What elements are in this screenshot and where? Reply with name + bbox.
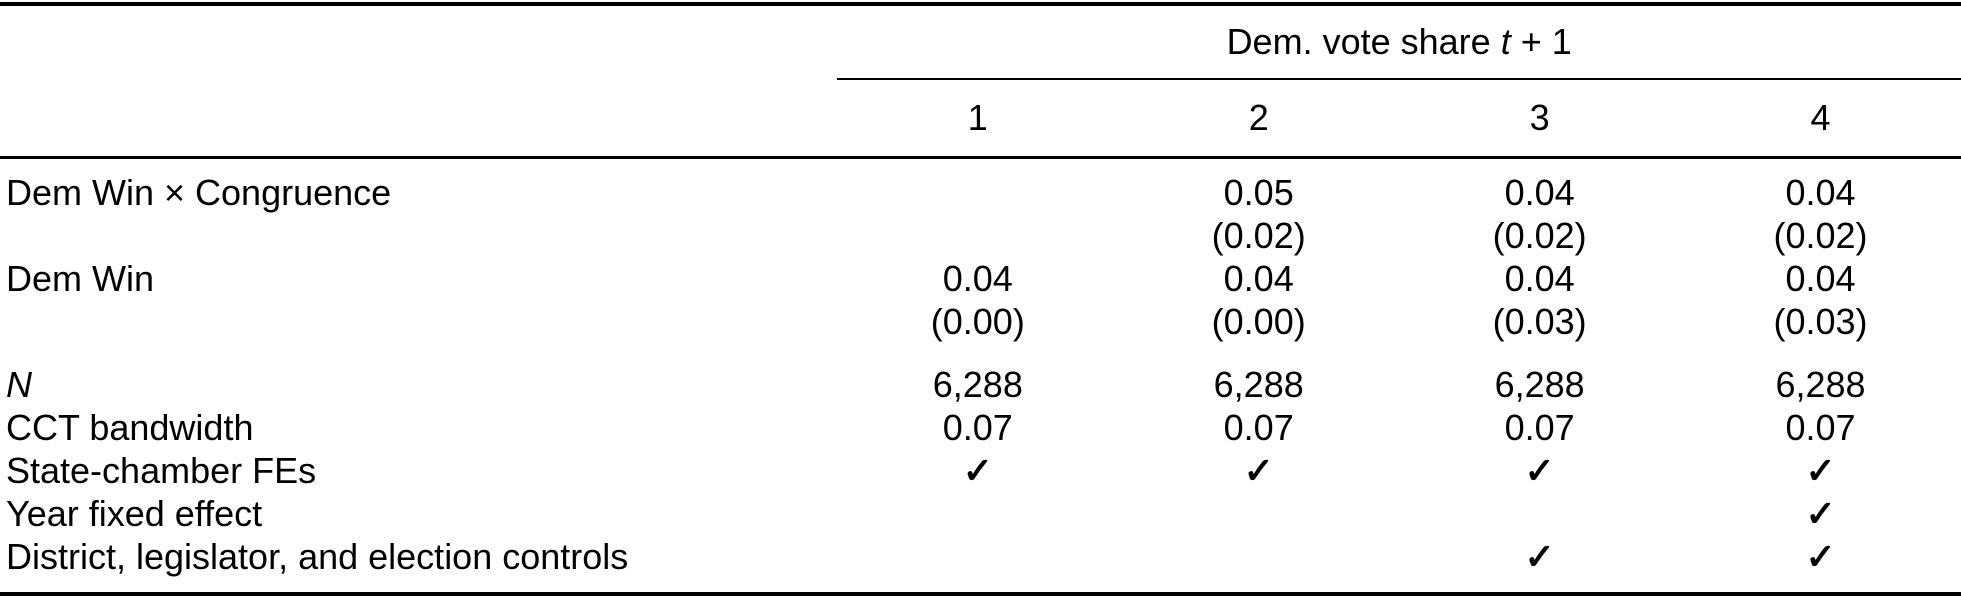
row-state-chamber-fes: State-chamber FEs ✓ ✓ ✓ ✓ — [0, 449, 1961, 492]
coef-cell: 0.04 — [1223, 258, 1294, 299]
se-cell: (0.02) — [1211, 215, 1306, 256]
se-cell: (0.00) — [1211, 301, 1306, 342]
spanner-empty-cell — [0, 4, 837, 79]
spanner-row: Dem. vote share t + 1 — [0, 4, 1961, 80]
coef-cell — [837, 158, 1118, 215]
row-n-observations: N 6,288 6,288 6,288 6,288 — [0, 363, 1961, 406]
checkmark-cell: ✓ — [1524, 450, 1555, 491]
dependent-variable-header: Dem. vote share t + 1 — [837, 4, 1961, 80]
checkmark-cell: ✓ — [1805, 493, 1836, 534]
stat-cell: 6,288 — [1775, 364, 1866, 405]
spanner-time-subscript: t — [1500, 21, 1511, 62]
se-cell: (0.00) — [930, 301, 1025, 342]
stat-cell: 6,288 — [1494, 364, 1585, 405]
se-cell: (0.03) — [1773, 301, 1868, 342]
stat-cell: 6,288 — [932, 364, 1023, 405]
checkmark-cell — [837, 492, 1118, 535]
row-label: State-chamber FEs — [6, 450, 317, 491]
row-label: N — [6, 364, 32, 405]
checkmark-cell: ✓ — [962, 450, 993, 491]
stat-cell: 0.07 — [1785, 407, 1856, 448]
row-label — [0, 214, 837, 257]
column-number-row: 1 2 3 4 — [0, 79, 1961, 159]
se-cell — [837, 214, 1118, 257]
row-year-fixed-effect: Year fixed effect ✓ — [0, 492, 1961, 535]
row-label: CCT bandwidth — [6, 407, 254, 448]
stat-cell: 0.07 — [942, 407, 1013, 448]
coef-cell: 0.04 — [942, 258, 1013, 299]
checkmark-cell: ✓ — [1805, 450, 1836, 491]
coef-cell: 0.04 — [1504, 258, 1575, 299]
spacer-row — [0, 343, 1961, 363]
column-header-3: 3 — [1399, 79, 1681, 159]
se-cell: (0.02) — [1773, 215, 1868, 256]
checkmark-cell: ✓ — [1524, 536, 1555, 577]
checkmark-cell: ✓ — [1243, 450, 1274, 491]
spanner-suffix: + 1 — [1510, 21, 1572, 62]
checkmark-cell: ✓ — [1805, 536, 1836, 577]
spanner-prefix: Dem. vote share — [1226, 21, 1501, 62]
coef-cell: 0.04 — [1785, 258, 1856, 299]
row-label: Dem Win × Congruence — [6, 172, 392, 213]
column-header-2: 2 — [1118, 79, 1400, 159]
row-dem-win: Dem Win 0.04 0.04 0.04 0.04 — [0, 257, 1961, 300]
row-label: Year fixed effect — [6, 493, 263, 534]
coef-cell: 0.05 — [1223, 172, 1294, 213]
spacer-cell — [0, 343, 1961, 363]
row-label: District, legislator, and election contr… — [6, 536, 629, 577]
stat-cell: 6,288 — [1213, 364, 1304, 405]
checkmark-cell — [1118, 492, 1399, 535]
checkmark-cell — [837, 535, 1118, 594]
stat-cell: 0.07 — [1223, 407, 1294, 448]
se-cell: (0.03) — [1492, 301, 1587, 342]
coef-cell: 0.04 — [1785, 172, 1856, 213]
row-cct-bandwidth: CCT bandwidth 0.07 0.07 0.07 0.07 — [0, 406, 1961, 449]
column-header-1: 1 — [837, 79, 1119, 159]
stat-cell: 0.07 — [1504, 407, 1575, 448]
row-dem-win-x-congruence-se: (0.02) (0.02) (0.02) — [0, 214, 1961, 257]
checkmark-cell — [1118, 535, 1399, 594]
checkmark-cell — [1399, 492, 1680, 535]
row-dem-win-se: (0.00) (0.00) (0.03) (0.03) — [0, 300, 1961, 343]
coef-cell: 0.04 — [1504, 172, 1575, 213]
column-header-4: 4 — [1680, 79, 1961, 159]
row-label: Dem Win — [6, 258, 155, 299]
column-header-empty — [0, 79, 838, 159]
row-district-legislator-election-controls: District, legislator, and election contr… — [0, 535, 1961, 594]
row-dem-win-x-congruence: Dem Win × Congruence 0.05 0.04 0.04 — [0, 158, 1961, 215]
row-label — [0, 300, 837, 343]
se-cell: (0.02) — [1492, 215, 1587, 256]
